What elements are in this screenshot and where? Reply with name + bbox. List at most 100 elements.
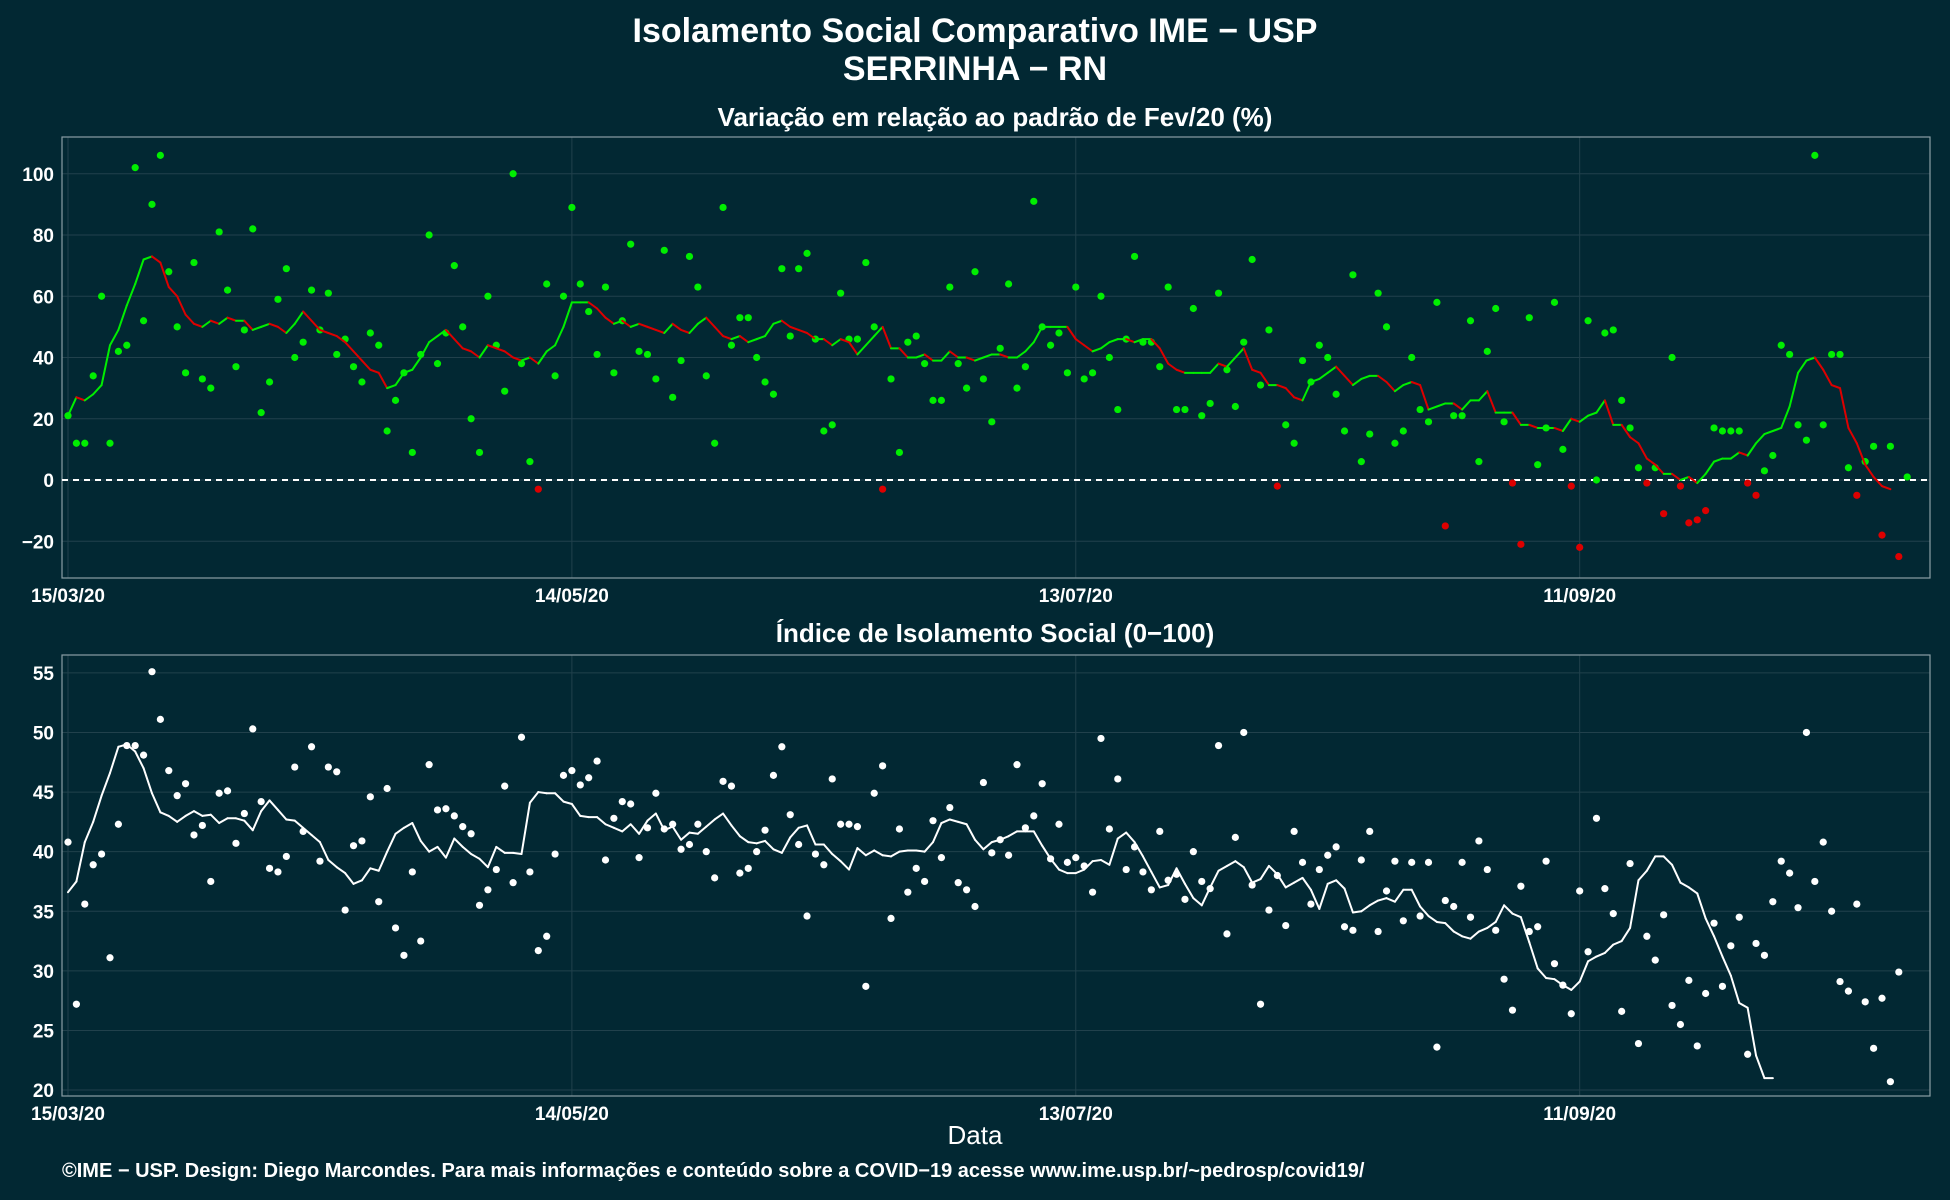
variation-data-point (1391, 439, 1399, 447)
index-moving-average-segment (1427, 915, 1438, 923)
index-data-point (803, 912, 811, 920)
index-moving-average-segment (67, 880, 78, 894)
variation-moving-average-segment (1587, 411, 1598, 417)
variation-data-point (1324, 353, 1332, 362)
index-data-point (543, 932, 551, 940)
index-data-point (467, 830, 475, 838)
index-data-point (450, 812, 458, 820)
variation-moving-average-segment (100, 344, 111, 387)
index-data-point (1853, 900, 1861, 908)
index-moving-average-segment (335, 866, 347, 875)
variation-data-point (1508, 479, 1517, 487)
variation-data-point (937, 396, 946, 404)
variation-moving-average-segment (856, 344, 867, 356)
index-moving-average-segment (1536, 967, 1548, 980)
index-moving-average-segment (604, 823, 615, 829)
variation-data-point (559, 292, 568, 300)
index-y-tick-label: 25 (33, 1021, 55, 1042)
variation-data-point (1903, 473, 1911, 481)
index-data-point (1895, 968, 1903, 976)
variation-data-point (862, 258, 870, 267)
variation-moving-average-segment (671, 322, 683, 331)
index-moving-average-segment (1511, 912, 1522, 919)
index-data-point (1601, 885, 1609, 893)
variation-moving-average-segment (1620, 423, 1632, 439)
index-moving-average-segment (680, 831, 691, 841)
variation-data-point (358, 378, 366, 386)
variation-data-point (736, 314, 744, 322)
variation-moving-average-segment (654, 328, 666, 334)
variation-data-point (963, 384, 971, 392)
index-moving-average-segment (1578, 960, 1590, 983)
variation-data-point (1576, 543, 1584, 551)
variation-moving-average-segment (1654, 463, 1665, 475)
index-moving-average-segment (915, 849, 926, 853)
index-data-point (711, 874, 719, 882)
variation-y-tick-label: 20 (33, 410, 54, 431)
variation-moving-average-segment (1351, 377, 1363, 387)
index-data-point (1357, 856, 1365, 864)
variation-moving-average-segment (1771, 426, 1783, 432)
variation-data-point (1878, 531, 1886, 539)
index-data-point (1886, 1078, 1895, 1086)
variation-data-point (257, 409, 265, 417)
index-moving-average-segment (621, 823, 632, 833)
index-data-point (501, 782, 509, 790)
index-moving-average-segment (1091, 859, 1102, 863)
variation-moving-average-segment (293, 310, 305, 325)
variation-moving-average-segment (268, 322, 279, 328)
index-moving-average-segment (150, 792, 162, 814)
index-data-point (1181, 895, 1189, 903)
variation-data-point (1660, 510, 1668, 518)
variation-moving-average-segment (1679, 475, 1690, 481)
variation-moving-average-segment (411, 356, 422, 371)
variation-data-point (1744, 479, 1752, 487)
variation-moving-average-segment (1855, 442, 1867, 466)
index-moving-average-segment (1729, 974, 1741, 1005)
index-moving-average-segment (1637, 869, 1648, 882)
index-moving-average-segment (1108, 837, 1119, 866)
variation-moving-average-segment (1133, 338, 1144, 344)
variation-y-tick-label: 80 (33, 226, 54, 247)
index-moving-average-segment (243, 819, 254, 832)
variation-moving-average-segment (680, 328, 691, 334)
index-data-point (114, 820, 122, 828)
variation-x-tick-label: 11/09/20 (1543, 586, 1616, 607)
index-data-point (1567, 1010, 1575, 1018)
index-data-point (1030, 812, 1038, 820)
variation-moving-average-segment (1410, 381, 1422, 387)
variation-data-point (828, 421, 836, 429)
variation-data-point (190, 258, 198, 267)
variation-moving-average-segment (1671, 472, 1682, 481)
index-data-point (828, 775, 836, 783)
variation-moving-average-segment (360, 359, 372, 371)
variation-moving-average-segment (1839, 387, 1850, 429)
variation-moving-average-segment (1629, 436, 1640, 445)
index-data-point (156, 715, 164, 723)
variation-data-point (517, 360, 526, 368)
index-data-point (173, 792, 181, 800)
variation-moving-average-segment (453, 338, 464, 350)
variation-data-point (769, 390, 778, 398)
index-moving-average-segment (596, 816, 607, 826)
variation-moving-average-segment (108, 328, 120, 347)
variation-moving-average-segment (335, 335, 347, 344)
variation-moving-average-segment (797, 328, 809, 334)
variation-data-point (425, 231, 433, 239)
variation-data-point (165, 268, 173, 276)
index-moving-average-segment (1377, 897, 1388, 902)
index-moving-average-segment (1671, 863, 1682, 884)
index-data-point (81, 900, 89, 908)
variation-moving-average-segment (1738, 451, 1749, 457)
variation-moving-average-segment (402, 368, 414, 374)
variation-data-point (106, 439, 114, 447)
index-data-point (1424, 858, 1433, 866)
variation-data-point (761, 378, 769, 386)
index-data-point (1861, 998, 1869, 1006)
index-data-point (1324, 851, 1332, 859)
index-data-point (1004, 851, 1013, 859)
index-data-point (1366, 827, 1374, 836)
index-data-point (1492, 926, 1500, 934)
variation-data-point (1340, 427, 1349, 435)
variation-data-point (349, 363, 358, 371)
